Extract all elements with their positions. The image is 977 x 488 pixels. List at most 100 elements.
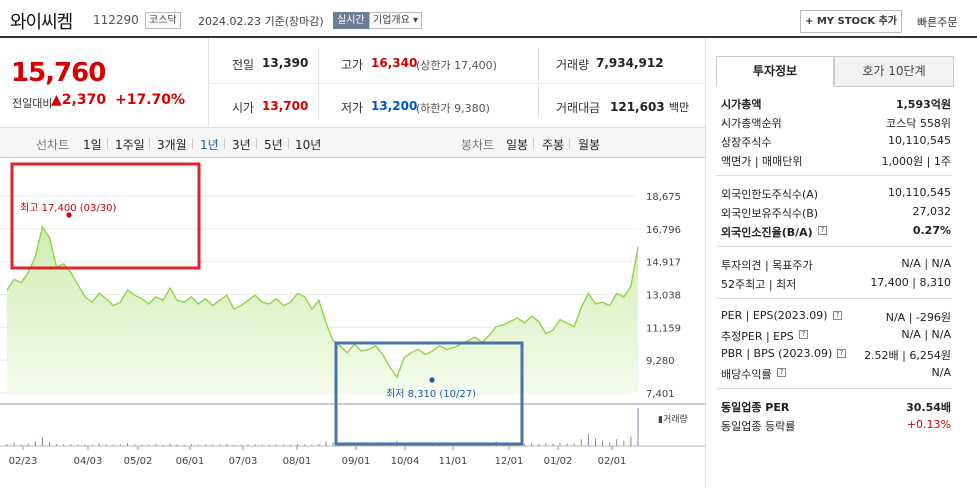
info-row-label: 시가총액 [721,98,762,111]
x-tick-label: 10/04 [391,456,420,467]
info-row-value: N/A [931,366,951,379]
lower-limit: (하한가 9,380) [416,102,490,115]
info-row-value: 코스닥 558위 [886,117,951,130]
info-row: 액면가 | 매매단위 1,000원 | 1주 [721,153,951,171]
x-tick-label: 02/01 [598,456,627,467]
investment-info-panel: 투자정보 호가 10단계 시가총액 1,593억원 시가총액순위 › 코스닥 558위… [705,38,977,488]
chevron-right-icon[interactable]: › [721,115,726,128]
stock-code: 112290 [93,13,139,27]
period-1y[interactable]: 1년 [200,138,219,152]
info-row-value: N/A | -296원 [885,311,951,324]
high-highlight-box [10,162,201,270]
tab-orderbook[interactable]: 호가 10단계 [834,56,954,87]
info-row: 외국인한도주식수(A) 10,110,545 [721,186,951,204]
tab-investment-info[interactable]: 투자정보 [716,56,834,87]
chart-period-bar: 선차트 1일 1주일 3개월 1년 3년 5년 10년 봉차트 일봉 주봉 월봉 [0,128,705,158]
info-row-value: N/A | N/A [901,257,951,270]
info-row-label: 외국인한도주식수(A) [721,188,819,201]
separator [288,138,289,149]
info-row-label: 배당수익률 [721,368,772,381]
company-info-dropdown[interactable]: 기업개요 ▾ [369,12,423,29]
chevron-right-icon[interactable]: › [721,399,726,412]
low-label: 저가 [341,101,364,115]
x-tick-label: 06/01 [176,456,205,467]
quick-order-link[interactable]: 빠른주문 [917,16,958,29]
y-tick-label: 16,796 [646,225,681,236]
info-row: PER | EPS(2023.09)? N/A | -296원 [721,309,951,327]
info-row-value: 10,110,545 [888,134,951,147]
y-tick-label: 7,401 [646,389,675,400]
info-row-value: 1,000원 | 1주 [881,155,951,168]
high-marker [66,212,72,218]
period-3m[interactable]: 3개월 [157,138,187,152]
prev-close-value: 13,390 [262,56,309,70]
y-tick-label: 11,159 [646,323,681,334]
divider [208,83,705,84]
info-row-label: PER | EPS(2023.09) [721,309,828,322]
x-tick-label: 07/03 [229,456,258,467]
candle-monthly[interactable]: 월봉 [578,138,601,152]
info-row-value: N/A | N/A [901,328,951,341]
change-percent: +17.70% [115,92,186,108]
info-row-label: 외국인소진율(B/A) [721,226,813,239]
company-name[interactable]: 와이씨켐 [10,12,73,33]
info-row: PBR | BPS (2023.09)? 2.52배 | 6,254원 [721,347,951,365]
candle-weekly[interactable]: 주봉 [542,138,565,152]
candle-daily[interactable]: 일봉 [506,138,529,152]
upper-limit: (상한가 17,400) [416,59,497,72]
change-label: 전일대비 [12,97,53,110]
separator [533,138,534,149]
add-mystock-button[interactable]: + MY STOCK 추가 [800,10,902,33]
period-1w[interactable]: 1주일 [115,138,145,152]
quote-date: 2024.02.23 기준(장마감) [198,15,324,28]
info-row-label: 상장주식수 [721,136,772,149]
open-value: 13,700 [262,99,309,113]
up-arrow-icon: ▲ [51,92,62,108]
period-5y[interactable]: 5년 [264,138,283,152]
help-icon[interactable]: ? [837,349,846,358]
chevron-right-icon[interactable]: › [721,418,726,431]
info-row-value: +0.13% [906,418,951,431]
info-row: 동일업종 PER › 30.54배 [721,399,951,417]
price-chart[interactable]: 18,675 16,796 14,917 13,038 11,159 9,280 7,401… [0,158,705,488]
stock-header: 와이씨켐 112290 코스닥 2024.02.23 기준(장마감) 실시간 기… [0,0,977,38]
info-row: 추정PER | EPS? N/A | N/A [721,328,951,346]
info-row-label: 52주최고 | 최저 [721,278,797,291]
help-icon[interactable]: ? [777,368,786,377]
info-row-label: 액면가 | 매매단위 [721,155,803,168]
candle-chart-label: 봉차트 [461,138,495,152]
realtime-button[interactable]: 실시간 [333,12,369,29]
info-row: 외국인보유주식수(B) 27,032 [721,205,951,223]
x-tick-label: 11/01 [439,456,468,467]
info-row-value: 0.27% [912,224,951,237]
period-1d[interactable]: 1일 [83,138,102,152]
info-row: 상장주식수 10,110,545 [721,134,951,152]
help-icon[interactable]: ? [833,311,842,320]
info-row: 52주최고 | 최저 17,400 | 8,310 [721,276,951,294]
period-10y[interactable]: 10년 [295,138,322,152]
help-icon[interactable]: ? [818,226,827,235]
price-area [7,227,638,393]
info-row-value: 10,110,545 [888,186,951,199]
info-row-label: 시가총액순위 [721,117,782,130]
x-tick-label: 08/01 [283,456,312,467]
current-price: 15,760 [11,58,106,88]
info-row-label: 투자의견 | 목표주가 [721,259,813,272]
info-row: 동일업종 등락률 › +0.13% [721,418,951,436]
period-3y[interactable]: 3년 [232,138,251,152]
info-row-label: 외국인보유주식수(B) [721,207,819,220]
high-annotation: 최고 17,400 (03/30) [20,203,117,214]
x-tick-label: 09/01 [342,456,371,467]
x-tick-label: 05/02 [124,456,153,467]
x-tick-label: 01/02 [544,456,573,467]
info-row-value: 27,032 [912,205,952,218]
volume-label: 거래량 [556,58,590,72]
chevron-down-icon: ▾ [413,15,419,26]
info-row-label: 동일업종 PER [721,401,790,414]
help-icon[interactable]: ? [799,330,808,339]
change-value: ▲2,370 [51,92,107,108]
high-value: 16,340 [371,56,418,70]
info-row: 배당수익률? N/A [721,366,951,384]
price-line [6,225,639,379]
volume-value: 7,934,912 [596,56,664,70]
